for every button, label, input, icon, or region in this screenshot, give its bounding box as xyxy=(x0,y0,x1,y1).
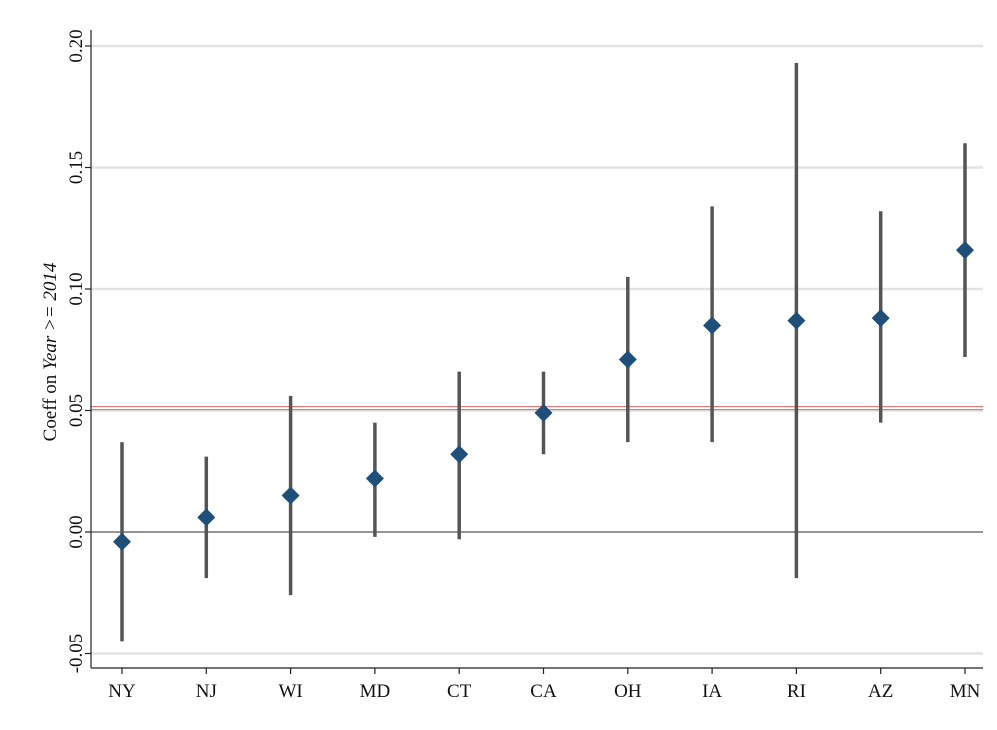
y-tick-label: -0.05 xyxy=(66,634,87,674)
point-marker xyxy=(703,316,722,335)
y-axis-title-italic: Year >= 2014 xyxy=(40,262,61,370)
y-axis-title: Coeff on Year >= 2014 xyxy=(40,262,61,441)
point-marker xyxy=(534,403,553,422)
x-tick-label: MD xyxy=(360,681,391,702)
y-tick-label: 0.20 xyxy=(66,29,87,62)
point-marker xyxy=(197,508,216,527)
point-estimates xyxy=(113,241,974,551)
grid-lines xyxy=(91,44,983,655)
x-tick-label: MN xyxy=(950,681,981,702)
x-tick-label: NJ xyxy=(196,681,217,702)
point-marker xyxy=(365,469,384,488)
y-tick-label: 0.10 xyxy=(66,272,87,305)
axes xyxy=(85,30,983,674)
y-tick-label: 0.00 xyxy=(66,515,87,548)
x-tick-label: IA xyxy=(702,681,722,702)
point-marker xyxy=(956,241,974,260)
point-marker xyxy=(618,350,637,369)
x-tick-label: OH xyxy=(614,681,642,702)
confidence-intervals xyxy=(120,63,967,642)
y-tick-label: 0.15 xyxy=(66,151,87,184)
point-marker xyxy=(113,532,131,551)
tick-labels: -0.05 0.00 0.05 0.10 0.15 0.20 NY NJ WI MD CT CA OH I… xyxy=(66,29,981,702)
y-tick-label: 0.05 xyxy=(66,394,87,427)
point-marker xyxy=(450,445,469,464)
x-tick-label: CA xyxy=(530,681,557,702)
reference-lines xyxy=(91,406,983,533)
y-axis-title-prefix: Coeff on xyxy=(40,370,61,441)
point-marker xyxy=(787,311,806,330)
x-tick-label: RI xyxy=(787,681,806,702)
x-tick-label: WI xyxy=(278,681,302,702)
x-tick-label: CT xyxy=(447,681,472,702)
point-marker xyxy=(281,486,300,505)
x-tick-label: AZ xyxy=(868,681,893,702)
point-marker xyxy=(871,309,890,328)
x-tick-label: NY xyxy=(108,681,136,702)
